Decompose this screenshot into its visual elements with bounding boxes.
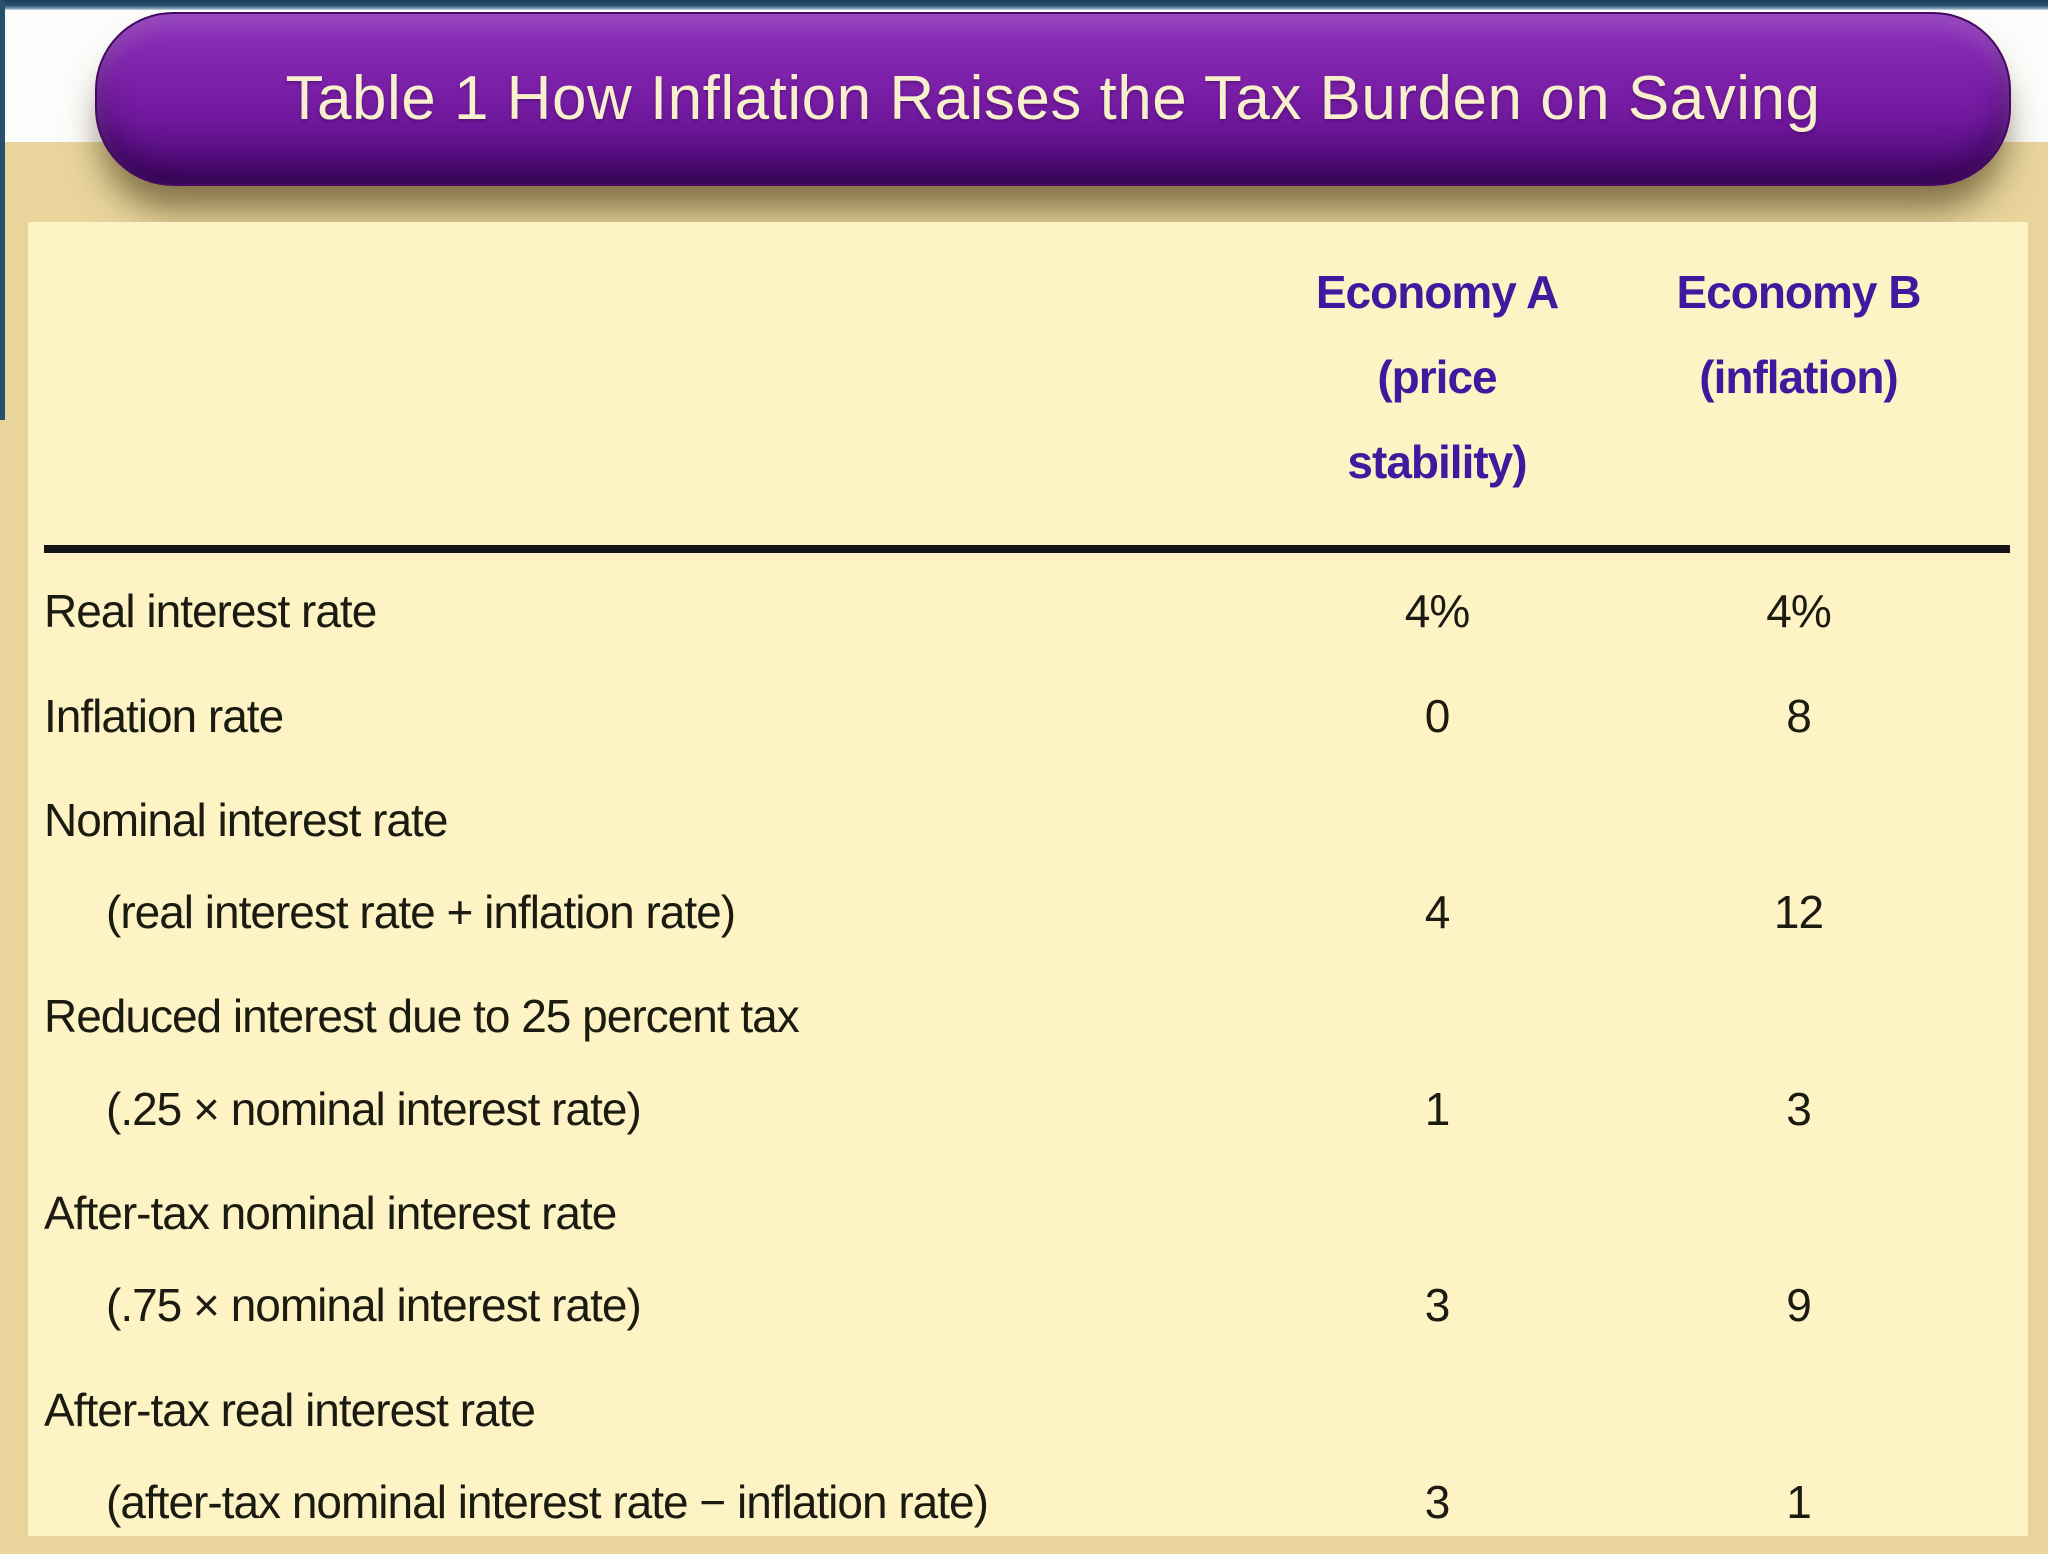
value-economy-a: 3 [1424, 1279, 1451, 1332]
value-economy-b: 4% [1766, 585, 1831, 638]
row-label-text: After-tax real interest rate [44, 1383, 536, 1436]
table-title: Table 1 How Inflation Raises the Tax Bur… [285, 63, 1821, 133]
value-economy-a: 0 [1424, 689, 1451, 742]
table-row-reduced-interest-tax: Reduced interest due to 25 percent tax (… [28, 964, 2028, 1161]
column-header-economy-a-name: Economy A [1315, 266, 1559, 318]
column-header-economy-b-name: Economy B [1676, 266, 1921, 318]
window-left-border [0, 0, 5, 420]
row-label-text: Real interest rate [44, 585, 377, 638]
row-label: Reduced interest due to 25 percent tax (… [44, 992, 1287, 1133]
table-row-nominal-interest-rate: Nominal interest rate (real interest rat… [28, 768, 2028, 965]
table-title-banner: Table 1 How Inflation Raises the Tax Bur… [95, 12, 2011, 186]
value-economy-b: 12 [1773, 886, 1824, 939]
table-header-row: Economy A (price stability) Economy B (i… [28, 222, 2028, 505]
table-row-after-tax-real-interest-rate: After-tax real interest rate (after-tax … [28, 1358, 2028, 1554]
row-label-formula: (.25 × nominal interest rate) [106, 1082, 642, 1135]
row-label-text: Nominal interest rate [44, 793, 448, 846]
table-panel: Economy A (price stability) Economy B (i… [28, 222, 2028, 1536]
value-economy-a: 1 [1424, 1082, 1451, 1135]
value-economy-a: 3 [1424, 1475, 1451, 1528]
column-header-economy-b: Economy B (inflation) [1587, 250, 2010, 420]
value-economy-b: 9 [1786, 1279, 1812, 1332]
row-label-text: Reduced interest due to 25 percent tax [44, 990, 800, 1043]
table-row-real-interest-rate: Real interest rate 4% 4% [28, 553, 2028, 663]
row-label-formula: (after-tax nominal interest rate − infla… [106, 1475, 989, 1528]
window-top-border [0, 0, 2048, 10]
row-label-formula: (real interest rate + inflation rate) [106, 886, 736, 939]
table-row-inflation-rate: Inflation rate 0 8 [28, 664, 2028, 768]
table-row-after-tax-nominal-interest-rate: After-tax nominal interest rate (.75 × n… [28, 1161, 2028, 1358]
row-label: After-tax real interest rate (after-tax … [44, 1383, 1287, 1528]
value-economy-b: 3 [1786, 1082, 1812, 1135]
row-label: Nominal interest rate (real interest rat… [44, 796, 1287, 937]
value-economy-a: 4% [1404, 585, 1470, 638]
column-header-economy-a: Economy A (price stability) [1287, 250, 1587, 505]
row-label-text: After-tax nominal interest rate [44, 1187, 617, 1240]
value-economy-b: 8 [1786, 689, 1812, 742]
column-header-economy-b-subtitle: (inflation) [1699, 351, 1899, 404]
row-label: Inflation rate [44, 689, 1287, 742]
column-header-economy-a-subtitle: (price stability) [1347, 351, 1527, 489]
header-divider-rule [44, 545, 2010, 554]
row-label-formula: (.75 × nominal interest rate) [106, 1279, 642, 1332]
row-label-text: Inflation rate [44, 689, 284, 742]
row-label: Real interest rate [44, 585, 1287, 638]
row-label: After-tax nominal interest rate (.75 × n… [44, 1189, 1287, 1330]
value-economy-a: 4 [1424, 886, 1451, 939]
value-economy-b: 1 [1786, 1475, 1812, 1528]
